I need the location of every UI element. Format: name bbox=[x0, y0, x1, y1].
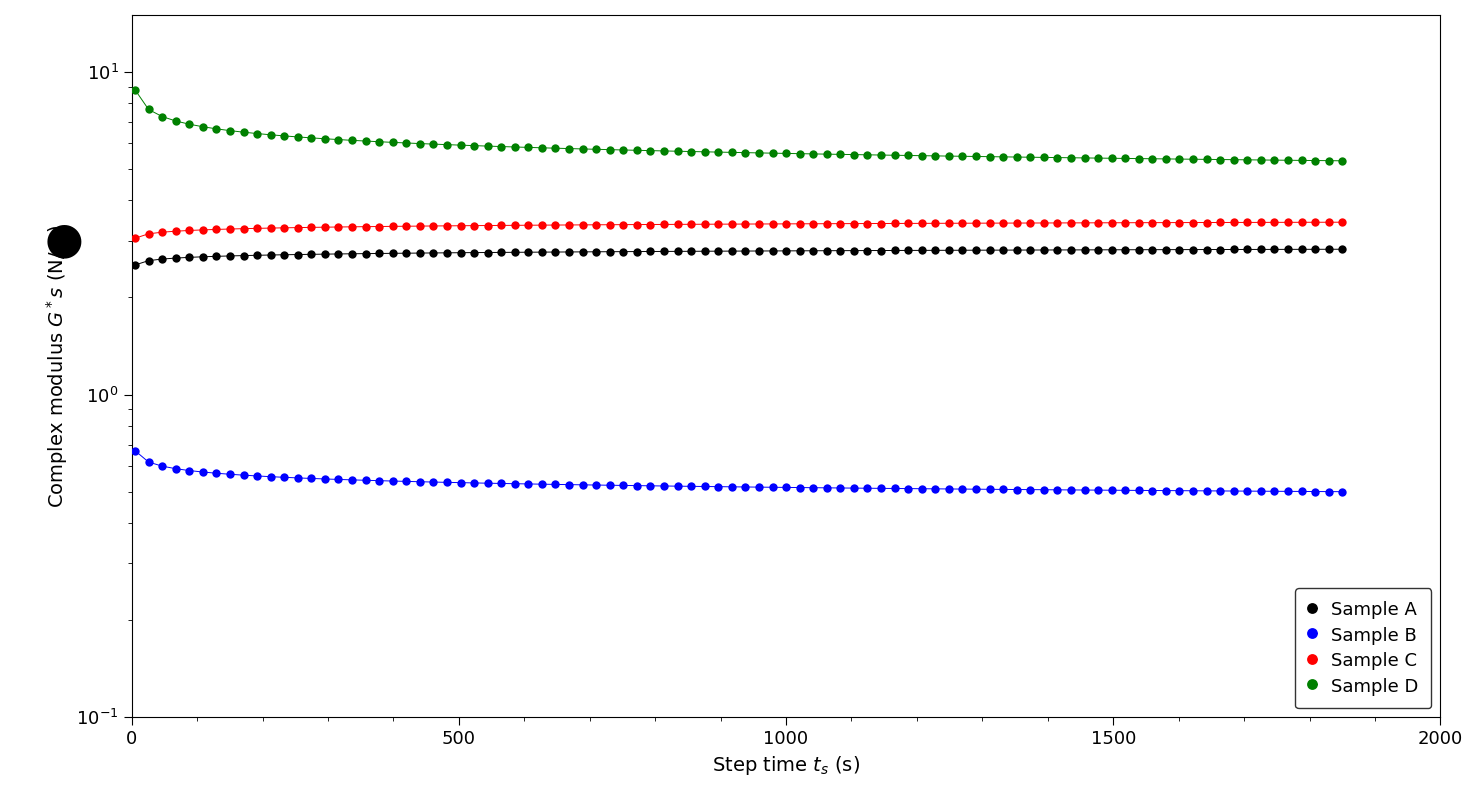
Sample B bbox=[492, 478, 510, 488]
Sample B bbox=[1157, 485, 1175, 495]
Sample C bbox=[1157, 218, 1175, 227]
Sample A bbox=[1129, 245, 1147, 254]
Sample A bbox=[126, 261, 143, 270]
Sample B bbox=[1129, 485, 1147, 495]
Sample C bbox=[126, 234, 143, 243]
Sample C bbox=[1333, 218, 1351, 227]
Line: Sample C: Sample C bbox=[132, 218, 1346, 242]
Sample C bbox=[288, 223, 306, 232]
Sample D bbox=[1333, 156, 1351, 166]
Sample C bbox=[1278, 218, 1296, 227]
Sample D bbox=[967, 152, 984, 162]
Sample B bbox=[126, 446, 143, 455]
Sample D bbox=[126, 85, 143, 94]
Sample D bbox=[492, 142, 510, 151]
Sample A bbox=[492, 248, 510, 257]
Y-axis label: Complex modulus $G^*s$ (N/m): Complex modulus $G^*s$ (N/m) bbox=[44, 225, 71, 508]
X-axis label: Step time $t_s$ (s): Step time $t_s$ (s) bbox=[712, 754, 860, 777]
Sample C bbox=[1129, 218, 1147, 227]
Sample D bbox=[1129, 154, 1147, 163]
Line: Sample B: Sample B bbox=[132, 447, 1346, 496]
Sample D bbox=[1157, 154, 1175, 164]
Sample A bbox=[288, 249, 306, 259]
Sample A bbox=[967, 246, 984, 255]
Sample B bbox=[967, 485, 984, 494]
Sample A bbox=[1333, 245, 1351, 254]
Sample D bbox=[288, 132, 306, 142]
Sample B bbox=[1333, 487, 1351, 497]
Sample D bbox=[1278, 155, 1296, 165]
Line: Sample D: Sample D bbox=[132, 86, 1346, 165]
Text: ●: ● bbox=[44, 219, 83, 261]
Sample A bbox=[1278, 245, 1296, 254]
Sample C bbox=[492, 221, 510, 230]
Line: Sample A: Sample A bbox=[132, 245, 1346, 269]
Sample C bbox=[967, 219, 984, 228]
Sample A bbox=[1157, 245, 1175, 254]
Sample B bbox=[288, 473, 306, 482]
Legend: Sample A, Sample B, Sample C, Sample D: Sample A, Sample B, Sample C, Sample D bbox=[1295, 588, 1431, 708]
Sample B bbox=[1278, 486, 1296, 496]
